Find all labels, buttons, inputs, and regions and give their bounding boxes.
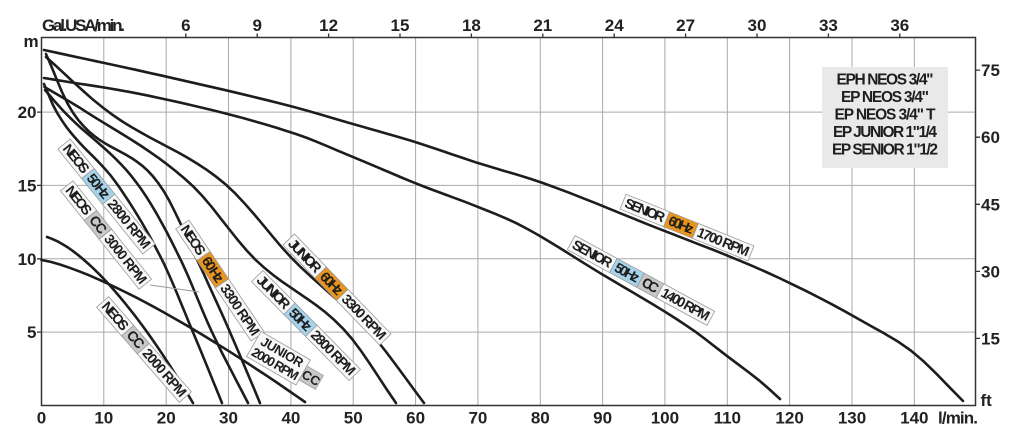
svg-text:15: 15 [18, 176, 37, 195]
svg-text:75: 75 [981, 61, 1000, 80]
svg-text:0: 0 [37, 409, 46, 428]
svg-text:130: 130 [838, 409, 866, 428]
svg-text:CC: CC [639, 274, 662, 296]
svg-text:Gal.USA/min.: Gal.USA/min. [42, 16, 125, 35]
svg-text:15: 15 [391, 16, 410, 35]
svg-text:27: 27 [676, 16, 695, 35]
svg-text:20: 20 [18, 103, 37, 122]
svg-text:90: 90 [593, 409, 612, 428]
svg-text:EP SENIOR 1"1/2: EP SENIOR 1"1/2 [832, 141, 938, 158]
svg-text:80: 80 [531, 409, 550, 428]
svg-text:36: 36 [890, 16, 909, 35]
svg-text:18: 18 [462, 16, 481, 35]
svg-text:100: 100 [651, 409, 679, 428]
svg-text:m: m [23, 32, 38, 51]
svg-text:15: 15 [981, 329, 1000, 348]
svg-text:50: 50 [344, 409, 363, 428]
svg-text:30: 30 [219, 409, 238, 428]
svg-text:10: 10 [94, 409, 113, 428]
svg-text:70: 70 [468, 409, 487, 428]
svg-text:30: 30 [981, 262, 1000, 281]
svg-text:60: 60 [981, 128, 1000, 147]
svg-text:l/min.: l/min. [938, 409, 978, 428]
svg-text:EP JUNIOR 1"1/4: EP JUNIOR 1"1/4 [833, 124, 937, 141]
svg-text:30: 30 [748, 16, 767, 35]
svg-text:10: 10 [18, 250, 37, 269]
svg-text:20: 20 [157, 409, 176, 428]
svg-text:45: 45 [981, 195, 1000, 214]
svg-text:9: 9 [252, 16, 261, 35]
svg-text:110: 110 [714, 409, 741, 428]
svg-text:ft: ft [981, 391, 993, 410]
svg-text:5: 5 [27, 323, 36, 342]
svg-text:120: 120 [775, 409, 803, 428]
svg-text:6: 6 [181, 16, 190, 35]
svg-text:33: 33 [819, 16, 838, 35]
svg-text:EPH NEOS 3/4": EPH NEOS 3/4" [837, 71, 934, 88]
svg-text:EP NEOS 3/4": EP NEOS 3/4" [841, 89, 929, 106]
svg-text:60: 60 [406, 409, 425, 428]
svg-text:21: 21 [533, 16, 552, 35]
svg-text:12: 12 [319, 16, 338, 35]
svg-text:140: 140 [900, 409, 928, 428]
svg-text:40: 40 [281, 409, 300, 428]
svg-text:24: 24 [605, 16, 624, 35]
svg-text:EP NEOS 3/4" T: EP NEOS 3/4" T [835, 106, 937, 123]
